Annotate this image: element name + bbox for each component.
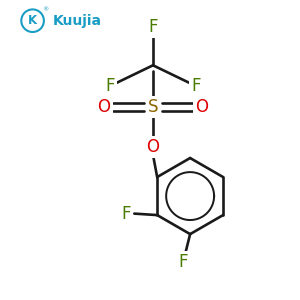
Text: F: F: [191, 77, 201, 95]
Text: S: S: [148, 98, 158, 116]
Text: F: F: [121, 205, 131, 223]
Text: Kuujia: Kuujia: [53, 14, 102, 28]
Text: K: K: [28, 14, 37, 27]
Text: F: F: [178, 253, 188, 271]
Text: F: F: [148, 18, 158, 36]
Text: ®: ®: [42, 7, 48, 12]
Text: O: O: [146, 138, 160, 156]
Text: O: O: [196, 98, 208, 116]
Text: O: O: [98, 98, 110, 116]
Text: F: F: [105, 77, 115, 95]
